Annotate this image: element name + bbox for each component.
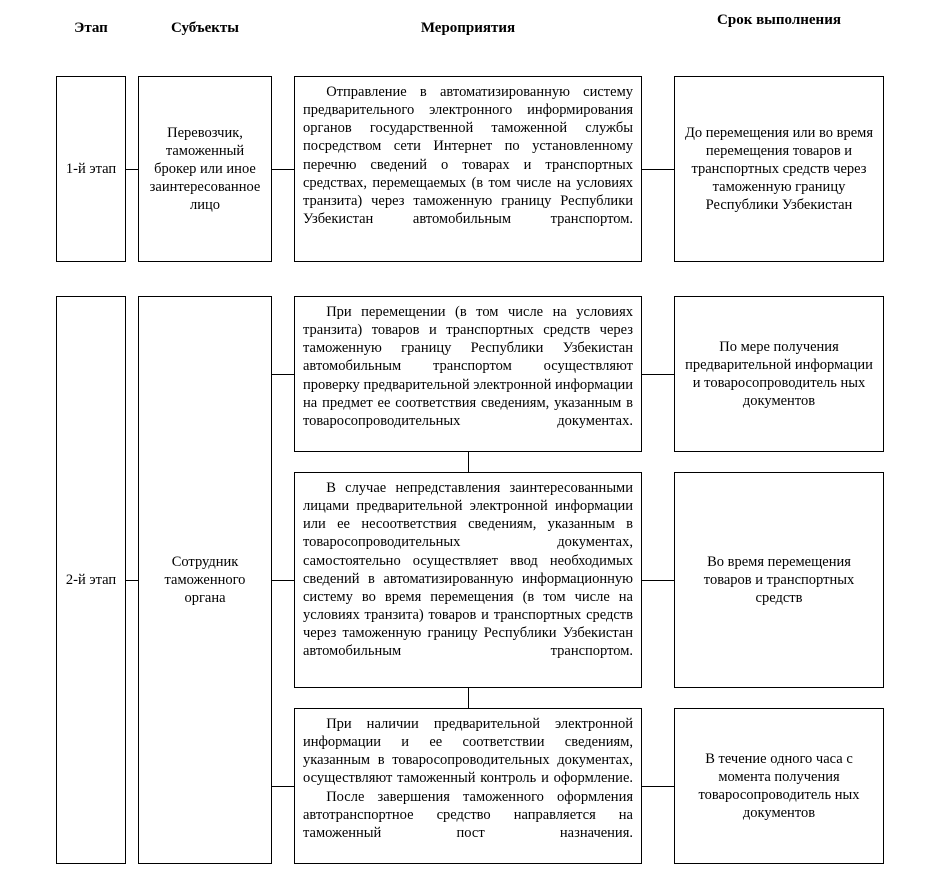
stage1-deadline-box: До перемещения или во время перемещения … bbox=[674, 76, 884, 262]
stage2-activity-2-box: При наличии предварительной электронной … bbox=[294, 708, 642, 864]
stage1-subject-box: Перевозчик, таможенный брокер или иное з… bbox=[138, 76, 272, 262]
stage2-activity-0-box: При перемещении (в том числе на условиях… bbox=[294, 296, 642, 452]
stage2-deadline-2: В течение одного часа с момента получени… bbox=[683, 750, 875, 823]
connector bbox=[468, 452, 469, 472]
stage2-activity-1: В случае непредставления заинтересованны… bbox=[303, 479, 633, 660]
stage2-activity-2-p2: После завершения таможенного оформления … bbox=[303, 788, 633, 842]
connector bbox=[642, 580, 674, 581]
connector bbox=[468, 688, 469, 708]
flowchart-page: Этап Субъекты Мероприятия Срок выполнени… bbox=[0, 0, 940, 887]
connector bbox=[272, 580, 294, 581]
stage1-deadline: До перемещения или во время перемещения … bbox=[683, 124, 875, 215]
stage2-deadline-1-box: Во время перемещения товаров и транспорт… bbox=[674, 472, 884, 688]
stage2-label: 2-й этап bbox=[66, 571, 116, 589]
connector bbox=[126, 169, 138, 170]
stage1-activity: Отправление в автоматизированную систему… bbox=[303, 83, 633, 228]
connector bbox=[272, 786, 294, 787]
stage2-deadline-1: Во время перемещения товаров и транспорт… bbox=[683, 553, 875, 607]
header-deadline: Срок выполнения bbox=[674, 12, 884, 29]
stage2-activity-1-box: В случае непредставления заинтересованны… bbox=[294, 472, 642, 688]
connector bbox=[126, 580, 138, 581]
stage2-subject: Сотрудник таможенного органа bbox=[147, 553, 263, 607]
connector bbox=[642, 374, 674, 375]
stage2-activity-2-p1: При наличии предварительной электронной … bbox=[303, 715, 633, 788]
stage1-label-box: 1-й этап bbox=[56, 76, 126, 262]
stage2-deadline-2-box: В течение одного часа с момента получени… bbox=[674, 708, 884, 864]
stage1-activity-box: Отправление в автоматизированную систему… bbox=[294, 76, 642, 262]
stage2-deadline-0: По мере получения предварительной информ… bbox=[683, 338, 875, 411]
stage1-label: 1-й этап bbox=[66, 160, 116, 178]
connector bbox=[642, 169, 674, 170]
stage2-deadline-0-box: По мере получения предварительной информ… bbox=[674, 296, 884, 452]
stage2-activity-0: При перемещении (в том числе на условиях… bbox=[303, 303, 633, 430]
stage2-label-box: 2-й этап bbox=[56, 296, 126, 864]
header-subject: Субъекты bbox=[138, 20, 272, 37]
connector bbox=[642, 786, 674, 787]
header-activity: Мероприятия bbox=[294, 20, 642, 37]
stage1-subject: Перевозчик, таможенный брокер или иное з… bbox=[147, 124, 263, 215]
connector bbox=[272, 374, 294, 375]
connector bbox=[272, 169, 294, 170]
stage2-subject-box: Сотрудник таможенного органа bbox=[138, 296, 272, 864]
header-stage: Этап bbox=[56, 20, 126, 37]
